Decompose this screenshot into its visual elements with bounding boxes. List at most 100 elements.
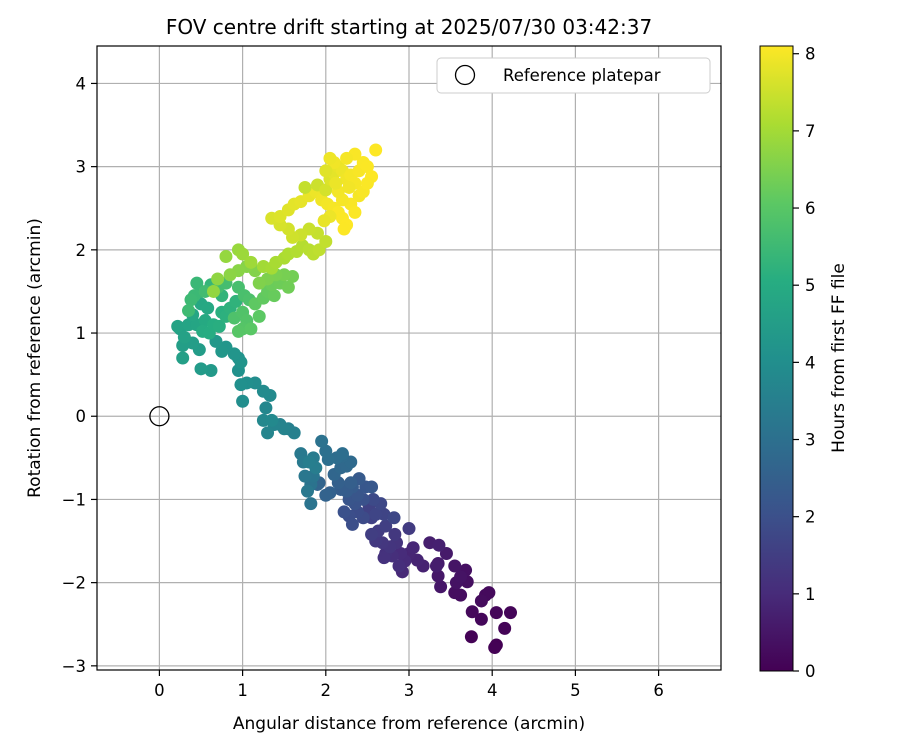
x-tick-label: 0 bbox=[154, 681, 165, 700]
reference-marker-layer bbox=[149, 406, 170, 427]
data-point bbox=[315, 434, 329, 448]
grid-lines bbox=[97, 46, 721, 670]
data-point bbox=[231, 324, 245, 338]
data-point bbox=[388, 527, 402, 541]
data-point bbox=[236, 247, 250, 261]
data-point bbox=[190, 276, 204, 290]
data-point bbox=[335, 447, 349, 461]
y-tick-label: 3 bbox=[76, 158, 87, 177]
colorbar-tick-label: 5 bbox=[805, 276, 816, 295]
data-point bbox=[498, 621, 512, 635]
data-points bbox=[171, 143, 518, 655]
x-tick-label: 2 bbox=[321, 681, 332, 700]
data-point bbox=[348, 205, 362, 219]
data-point bbox=[176, 351, 190, 365]
data-point bbox=[302, 455, 316, 469]
data-point bbox=[300, 484, 314, 498]
data-point bbox=[369, 507, 383, 521]
data-point bbox=[429, 559, 443, 573]
data-point bbox=[406, 541, 420, 555]
data-point bbox=[252, 276, 266, 290]
data-point bbox=[474, 612, 488, 626]
x-tick-label: 4 bbox=[487, 681, 498, 700]
y-tick-label: −1 bbox=[62, 490, 86, 509]
data-point bbox=[342, 180, 356, 194]
y-axis-ticks: −3 −2 −1 0 1 2 3 4 bbox=[62, 74, 97, 676]
data-point bbox=[319, 444, 333, 458]
colorbar-frame bbox=[759, 45, 794, 672]
data-point bbox=[267, 289, 281, 303]
data-point bbox=[379, 519, 393, 533]
colorbar-tick-label: 2 bbox=[805, 508, 816, 527]
data-point bbox=[212, 319, 226, 333]
data-point bbox=[392, 559, 406, 573]
data-point bbox=[319, 235, 333, 249]
data-point bbox=[215, 344, 229, 358]
data-point bbox=[184, 293, 198, 307]
data-point bbox=[431, 569, 445, 583]
data-point bbox=[319, 164, 333, 178]
legend-reference-marker bbox=[454, 64, 476, 86]
data-point bbox=[448, 586, 462, 600]
data-point bbox=[244, 255, 258, 269]
colorbar-tick-label: 4 bbox=[805, 353, 816, 372]
data-point bbox=[474, 594, 488, 608]
data-point bbox=[182, 304, 196, 318]
x-axis-label: Angular distance from reference (arcmin) bbox=[233, 714, 585, 734]
x-tick-label: 3 bbox=[404, 681, 415, 700]
data-point bbox=[244, 322, 258, 336]
data-point bbox=[252, 309, 266, 323]
data-point bbox=[323, 151, 337, 165]
data-point bbox=[304, 497, 318, 511]
data-point bbox=[365, 480, 379, 494]
data-point bbox=[329, 176, 343, 190]
y-tick-label: 1 bbox=[76, 324, 87, 343]
data-point bbox=[488, 641, 502, 655]
colorbar-ticks: 0 1 2 3 4 5 6 7 8 bbox=[793, 45, 816, 681]
data-point bbox=[454, 570, 468, 584]
x-tick-label: 5 bbox=[570, 681, 581, 700]
data-point bbox=[234, 378, 248, 392]
x-axis-ticks: 0 1 2 3 4 5 6 bbox=[154, 670, 664, 700]
data-point bbox=[206, 284, 220, 298]
y-tick-label: 2 bbox=[76, 241, 87, 260]
data-point bbox=[448, 559, 462, 573]
legend: Reference platepar bbox=[436, 57, 711, 94]
data-point bbox=[360, 176, 374, 190]
data-point bbox=[211, 272, 225, 286]
data-point bbox=[201, 301, 215, 315]
data-point bbox=[337, 222, 351, 236]
colorbar-tick-label: 7 bbox=[805, 122, 816, 141]
data-point bbox=[265, 413, 279, 427]
colorbar-gradient bbox=[760, 46, 793, 671]
data-point bbox=[387, 511, 401, 525]
data-point bbox=[402, 522, 416, 536]
data-point bbox=[465, 605, 479, 619]
data-point bbox=[319, 488, 333, 502]
y-tick-label: 4 bbox=[76, 74, 87, 93]
legend-label-reference-platepar: Reference platepar bbox=[503, 66, 661, 85]
data-point bbox=[432, 538, 446, 552]
colorbar-tick-label: 8 bbox=[805, 45, 816, 64]
data-point bbox=[504, 606, 518, 620]
data-point bbox=[223, 268, 237, 282]
data-point bbox=[171, 319, 185, 333]
data-point bbox=[319, 183, 333, 197]
y-axis-label: Rotation from reference (arcmin) bbox=[25, 218, 45, 498]
data-point bbox=[344, 476, 358, 490]
data-point bbox=[369, 143, 383, 157]
data-point bbox=[482, 586, 496, 600]
data-point bbox=[204, 363, 218, 377]
data-point bbox=[345, 517, 359, 531]
y-tick-label: −3 bbox=[62, 657, 86, 676]
data-point bbox=[256, 384, 270, 398]
data-point bbox=[194, 362, 208, 376]
colorbar-tick-label: 0 bbox=[805, 662, 816, 681]
colorbar: 0 1 2 3 4 5 6 7 8 Hours from first FF file bbox=[759, 45, 849, 681]
data-point bbox=[298, 180, 312, 194]
data-point bbox=[366, 492, 380, 506]
reference-platepar-marker bbox=[149, 406, 170, 427]
data-point bbox=[434, 580, 448, 594]
colorbar-tick-label: 3 bbox=[805, 431, 816, 450]
